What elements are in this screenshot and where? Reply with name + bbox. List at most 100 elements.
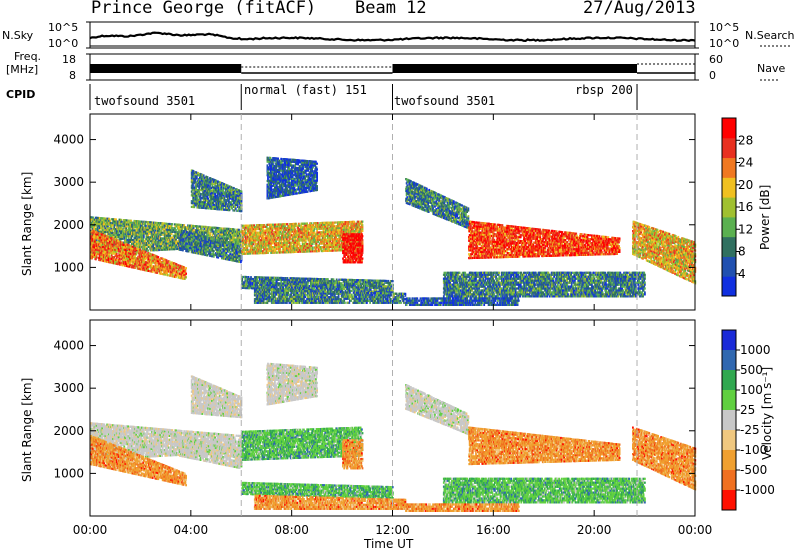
power-cell (228, 207, 230, 210)
power-cell (153, 247, 156, 250)
power-cell (166, 226, 169, 229)
power-cell (224, 239, 227, 242)
power-cell (222, 227, 225, 230)
power-cell (175, 240, 178, 243)
power-cell (130, 238, 133, 242)
power-cell (135, 237, 138, 240)
power-cell (113, 233, 116, 236)
power-cell (91, 257, 94, 260)
power-cell (113, 228, 116, 231)
power-cell (91, 239, 94, 242)
power-cell (120, 224, 123, 227)
power-cell (154, 239, 157, 242)
power-cell (149, 232, 151, 235)
power-cell (132, 227, 135, 230)
power-cell (90, 253, 93, 256)
power-cell (135, 240, 138, 243)
power-cell (106, 241, 109, 244)
power-cell (154, 237, 157, 240)
power-cell (95, 220, 97, 223)
power-cell (185, 267, 187, 270)
power-cell (130, 237, 133, 240)
power-cell (133, 223, 136, 226)
power-cell (162, 239, 165, 242)
power-cell (92, 218, 95, 221)
power-cell (146, 222, 149, 226)
power-cell (197, 227, 199, 230)
power-cell (120, 226, 123, 229)
power-cell (165, 222, 168, 225)
power-cell (154, 229, 157, 232)
power-cell (133, 229, 136, 232)
power-cell (176, 247, 179, 250)
power-cell (156, 225, 159, 228)
power-cell (209, 234, 211, 237)
power-cell (121, 241, 124, 244)
power-cell (138, 236, 141, 239)
power-cell (146, 236, 149, 239)
power-cell (93, 226, 96, 229)
power-cell (95, 254, 98, 257)
power-cell (215, 228, 218, 231)
power-cell (158, 227, 161, 230)
power-cell (167, 246, 170, 249)
power-cell (165, 238, 168, 241)
power-cell (177, 232, 179, 236)
power-cell (236, 232, 239, 235)
power-cell (155, 243, 158, 246)
power-cell (154, 233, 157, 236)
power-cell (202, 225, 205, 228)
power-cell (134, 238, 136, 242)
power-cell (216, 236, 218, 239)
power-cell (131, 225, 134, 228)
power-cell (97, 220, 100, 224)
power-cell (161, 224, 163, 227)
power-cell (222, 229, 225, 232)
power-cell (149, 245, 151, 248)
power-cell (161, 231, 163, 234)
power-cell (139, 244, 142, 247)
power-cell (163, 231, 166, 234)
cpid-segment-label: twofsound 3501 (394, 94, 495, 108)
power-cell (142, 245, 145, 249)
power-cell (162, 228, 165, 231)
cpid-segment-label: rbsp 200 (575, 83, 633, 97)
power-cell (123, 230, 126, 233)
power-cell (228, 229, 231, 232)
power-cell (231, 235, 234, 238)
power-cell (120, 232, 123, 235)
power-cell (105, 223, 108, 226)
power-cell (121, 237, 124, 240)
power-cell (146, 243, 148, 246)
power-cell (214, 230, 216, 233)
power-cell (129, 223, 131, 226)
power-cell (211, 230, 214, 233)
power-cell (132, 251, 135, 254)
power-cell (170, 232, 173, 235)
power-cell (185, 272, 187, 275)
power-cell (217, 236, 220, 239)
power-cell (96, 231, 99, 234)
power-cell (107, 235, 109, 239)
power-cell (92, 222, 95, 225)
power-cell (95, 239, 98, 242)
power-cell (190, 232, 192, 235)
cpid-label: CPID (6, 88, 35, 101)
power-cell (170, 236, 173, 239)
power-cell (148, 240, 151, 243)
power-cell (100, 244, 103, 247)
power-cell (95, 229, 98, 232)
power-cell (111, 243, 114, 246)
power-cell (131, 231, 133, 234)
power-cell (233, 230, 236, 233)
power-cell (229, 241, 232, 244)
power-cell (124, 223, 127, 226)
power-cell (102, 251, 105, 255)
power-cell (142, 222, 145, 225)
cpid-segment-label: twofsound 3501 (94, 94, 195, 108)
power-cell (234, 207, 237, 210)
power-cell (162, 241, 165, 244)
power-cell (111, 256, 114, 259)
power-cell (190, 224, 193, 227)
power-cell (120, 222, 123, 225)
